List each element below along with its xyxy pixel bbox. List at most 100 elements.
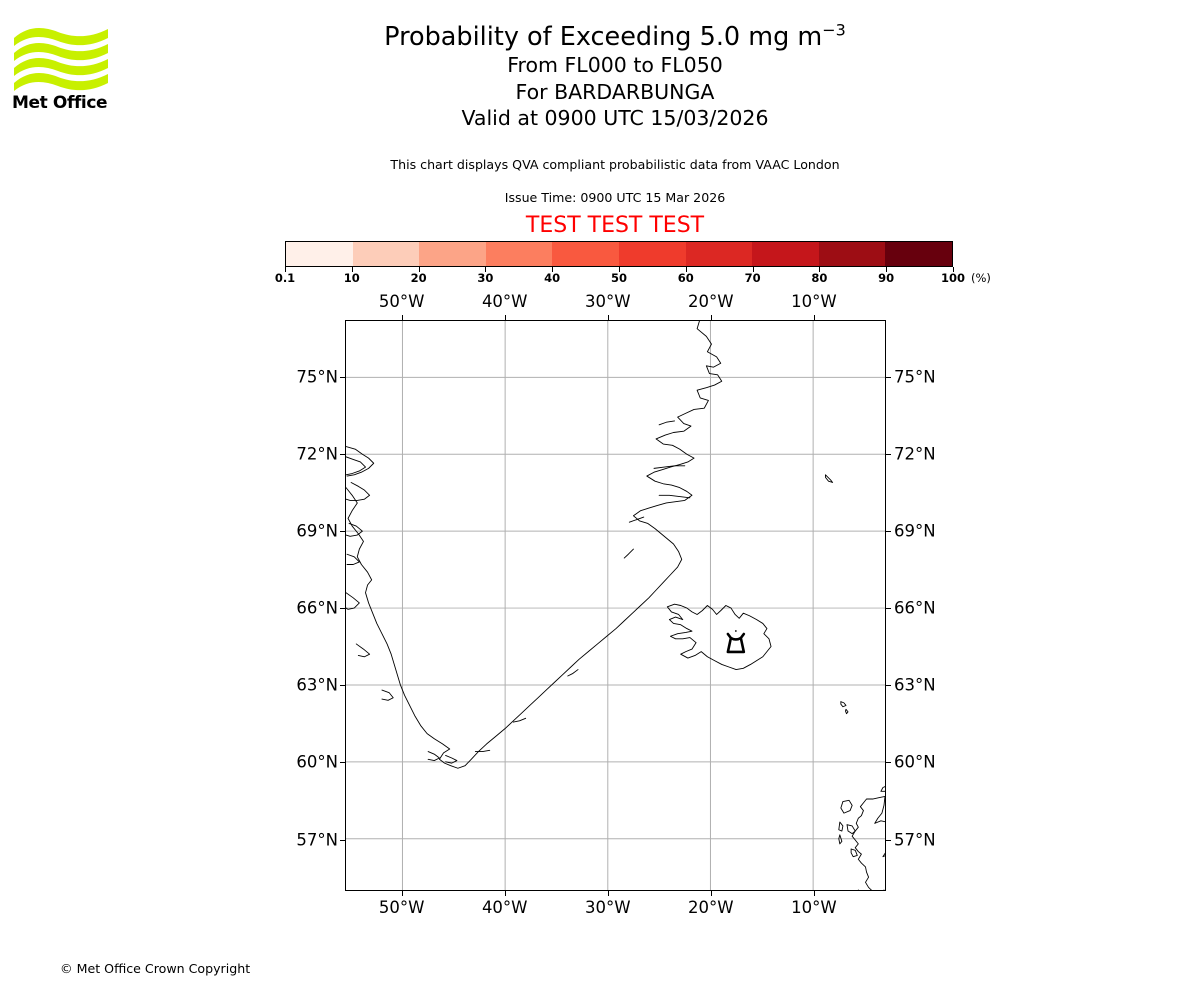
map-gridlines [346, 321, 885, 890]
coastline-faroe1 [840, 701, 847, 708]
coastline-hebrides2 [838, 821, 844, 832]
coastline-gr-fjord3 [658, 420, 675, 426]
colorbar-tick-label-2: 20 [410, 271, 427, 285]
coastline-gr-fjord5 [628, 516, 645, 523]
coastline-greenland-inl7 [381, 689, 394, 701]
lon-tick-top-0 [401, 315, 403, 320]
volcano-name: For BARDARBUNGA [515, 79, 715, 104]
colorbar-unit-label: (%) [971, 271, 991, 285]
colorbar-tick-1 [351, 267, 353, 272]
colorbar-segment-0 [286, 242, 353, 266]
colorbar-tick-label-10: 100 [940, 271, 966, 285]
lon-label-bottom-3: 20°W [688, 898, 734, 917]
lat-label-right-3: 66°N [894, 598, 936, 618]
met-office-wave-icon [14, 28, 108, 91]
lat-tick-left-2 [340, 685, 345, 687]
colorbar-segment-2 [419, 242, 486, 266]
coastline-orkney [880, 786, 885, 792]
lat-label-left-5: 72°N [296, 444, 338, 464]
colorbar-segment-5 [618, 242, 686, 266]
coastline-scotland [851, 796, 885, 890]
coastline-mull [850, 848, 858, 858]
lat-label-left-0: 57°N [296, 830, 338, 850]
colorbar-tick-label-3: 30 [477, 271, 494, 285]
lon-label-bottom-2: 30°W [584, 898, 631, 917]
coastline-greenland-inl5 [346, 592, 360, 610]
coastline-greenland-east [346, 321, 723, 769]
chart-title-block: Probability of Exceeding 5.0 mg m−3 From… [120, 22, 1110, 132]
coastline-skye [846, 824, 856, 835]
colorbar-tick-9 [886, 267, 888, 272]
coastline-greenland-inl6 [355, 643, 371, 658]
colorbar-tick-label-9: 90 [878, 271, 895, 285]
coastline-gr-fjord1 [658, 494, 691, 499]
colorbar-tick-label-1: 10 [343, 271, 360, 285]
chart-description: This chart displays QVA compliant probab… [390, 157, 840, 172]
lat-label-right-0: 57°N [894, 830, 936, 850]
colorbar-tick-2 [418, 267, 420, 272]
colorbar-gradient [285, 241, 953, 267]
colorbar-labels: 0.1 10 20 30 40 50 60 70 80 90 100 [275, 271, 965, 287]
coastline-greenland-inl3 [346, 523, 363, 537]
colorbar-tick-label-8: 80 [811, 271, 828, 285]
page-title-text: Probability of Exceeding 5.0 mg m [384, 22, 823, 52]
volcano-marker-icon [726, 630, 746, 654]
lon-tick-bottom-2 [607, 891, 609, 896]
lon-label-top-0: 50°W [378, 292, 425, 311]
coastline-gr-fjord4 [623, 548, 634, 559]
colorbar-segment-8 [818, 242, 886, 266]
lon-label-bottom-1: 40°W [481, 898, 528, 917]
colorbar-segment-4 [552, 242, 619, 266]
lat-tick-left-4 [340, 530, 345, 532]
map-canvas [346, 321, 885, 890]
lat-tick-right-6 [886, 376, 891, 378]
colorbar-tick-label-0: 0.1 [274, 271, 296, 285]
lon-tick-top-3 [710, 315, 712, 320]
page-title-exponent: −3 [822, 20, 846, 40]
lon-tick-bottom-3 [710, 891, 712, 896]
lat-tick-right-4 [886, 530, 891, 532]
lon-label-top-4: 10°W [791, 292, 837, 311]
coastline-greenland-inl1 [346, 446, 375, 477]
colorbar-tickmarks [285, 267, 954, 273]
coastline-greenland-nw [346, 456, 366, 476]
lon-tick-top-4 [813, 315, 815, 320]
lat-label-right-2: 63°N [894, 675, 936, 695]
colorbar-tick-3 [485, 267, 487, 272]
lat-label-left-2: 63°N [296, 675, 338, 695]
lat-label-right-4: 69°N [894, 521, 936, 541]
lon-tick-top-2 [607, 315, 609, 320]
lon-tick-top-1 [504, 315, 506, 320]
coastline-greenland-inl4 [346, 553, 360, 565]
coastline-iceland [666, 603, 772, 671]
lat-tick-right-3 [886, 608, 891, 610]
colorbar-tick-label-5: 50 [610, 271, 628, 285]
lat-tick-left-1 [340, 762, 345, 764]
colorbar-tick-0 [285, 267, 286, 272]
lat-tick-left-3 [340, 608, 345, 610]
lon-label-bottom-0: 50°W [378, 898, 425, 917]
lat-label-left-3: 66°N [296, 598, 338, 618]
lon-tick-bottom-1 [504, 891, 506, 896]
colorbar-tick-7 [752, 267, 754, 272]
colorbar-segment-7 [752, 242, 819, 266]
lat-tick-left-6 [340, 376, 345, 378]
coastline-faroe2 [845, 708, 849, 715]
coastline-gr-fjord8 [474, 749, 491, 753]
coastline-gr-fjord2 [653, 465, 686, 469]
map-coastlines [346, 321, 885, 890]
colorbar-tick-label-6: 60 [677, 271, 694, 285]
colorbar-segment-9 [885, 242, 952, 266]
met-office-logo: Met Office [12, 24, 110, 114]
colorbar-tick-10 [953, 267, 954, 272]
flight-level-range: From FL000 to FL050 [507, 53, 723, 77]
map-plot-area[interactable] [345, 320, 886, 891]
valid-time: Valid at 0900 UTC 15/03/2026 [461, 106, 769, 130]
met-office-logo-text: Met Office [12, 93, 108, 113]
colorbar-tick-label-4: 40 [544, 271, 561, 285]
coastline-hebrides1 [840, 799, 853, 814]
colorbar-tick-4 [552, 267, 554, 272]
probability-colorbar [285, 241, 953, 267]
test-banner: TEST TEST TEST [525, 213, 705, 238]
page-title: Probability of Exceeding 5.0 mg m−3 [120, 22, 1110, 52]
